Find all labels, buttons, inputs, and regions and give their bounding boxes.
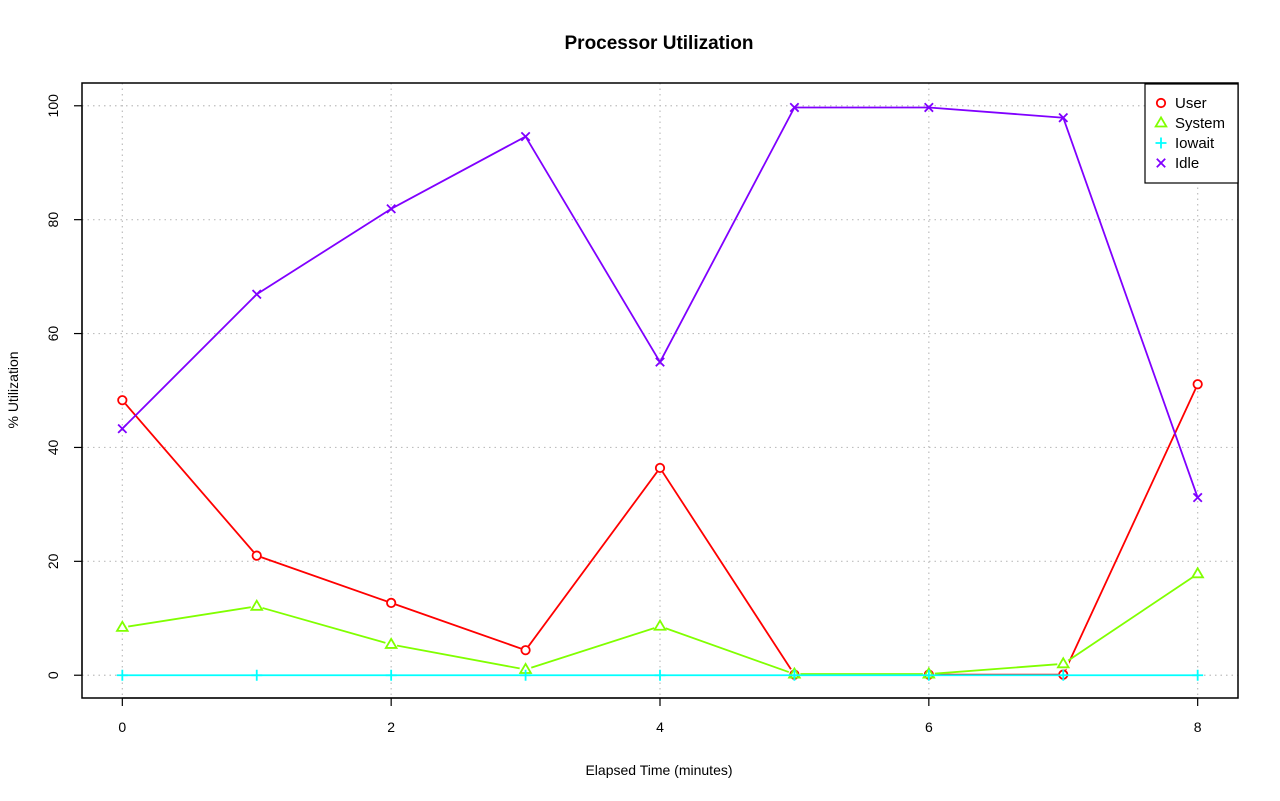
data-point-idle bbox=[789, 102, 800, 113]
data-point-iowait bbox=[1192, 669, 1204, 681]
data-point-iowait bbox=[116, 669, 128, 681]
legend-marker-idle bbox=[1156, 158, 1166, 168]
x-tick-label: 0 bbox=[118, 719, 126, 735]
data-point-user bbox=[117, 395, 128, 406]
data-point-idle bbox=[117, 423, 128, 434]
data-point-system bbox=[1190, 566, 1205, 579]
x-tick-label: 2 bbox=[387, 719, 395, 735]
data-point-iowait bbox=[788, 669, 800, 681]
data-point-iowait bbox=[654, 669, 666, 681]
data-point-idle bbox=[520, 131, 531, 142]
chart-title: Processor Utilization bbox=[565, 33, 754, 54]
data-point-system bbox=[1056, 656, 1071, 669]
y-tick-label: 40 bbox=[45, 439, 61, 455]
x-tick-label: 8 bbox=[1194, 719, 1202, 735]
x-axis-title: Elapsed Time (minutes) bbox=[585, 762, 732, 778]
data-point-iowait bbox=[385, 669, 397, 681]
legend-marker-iowait bbox=[1155, 137, 1167, 149]
data-point-user bbox=[1192, 379, 1203, 390]
data-point-idle bbox=[251, 289, 262, 300]
data-point-system bbox=[115, 620, 130, 632]
data-point-idle bbox=[655, 357, 665, 367]
data-point-system bbox=[653, 618, 667, 631]
data-point-user bbox=[386, 597, 397, 609]
data-point-iowait bbox=[923, 669, 935, 681]
y-tick-label: 0 bbox=[45, 671, 61, 679]
data-point-user bbox=[520, 645, 531, 656]
data-point-iowait bbox=[520, 669, 532, 681]
legend-label-iowait: Iowait bbox=[1175, 135, 1215, 152]
x-tick-label: 4 bbox=[656, 719, 664, 735]
legend-label-system: System bbox=[1175, 115, 1225, 132]
y-axis: 0 20 40 60 80 100 bbox=[45, 94, 83, 679]
data-point-system bbox=[384, 637, 399, 649]
legend-box bbox=[1144, 83, 1239, 184]
data-point-user bbox=[251, 550, 262, 561]
legend-marker-user bbox=[1155, 97, 1167, 109]
legend-marker-system bbox=[1154, 115, 1168, 128]
x-tick-label: 6 bbox=[925, 719, 933, 735]
data-point-idle bbox=[1058, 112, 1069, 123]
y-tick-label: 80 bbox=[45, 212, 61, 228]
legend: User System Iowait Idle bbox=[1144, 83, 1239, 184]
data-point-iowait bbox=[251, 669, 263, 681]
data-point-user bbox=[654, 462, 666, 474]
data-point-idle bbox=[386, 204, 396, 214]
y-tick-label: 20 bbox=[45, 553, 61, 569]
x-axis: 0 2 4 6 8 bbox=[118, 697, 1202, 735]
y-tick-label: 100 bbox=[45, 94, 61, 118]
series-markers bbox=[115, 102, 1205, 681]
legend-label-idle: Idle bbox=[1175, 155, 1199, 172]
data-point-idle bbox=[924, 102, 934, 113]
data-point-system bbox=[249, 598, 264, 611]
y-tick-label: 60 bbox=[45, 326, 61, 342]
data-point-idle bbox=[1192, 492, 1203, 503]
data-point-iowait bbox=[1057, 669, 1069, 681]
legend-label-user: User bbox=[1175, 95, 1207, 112]
y-axis-title: % Utilization bbox=[5, 351, 21, 428]
